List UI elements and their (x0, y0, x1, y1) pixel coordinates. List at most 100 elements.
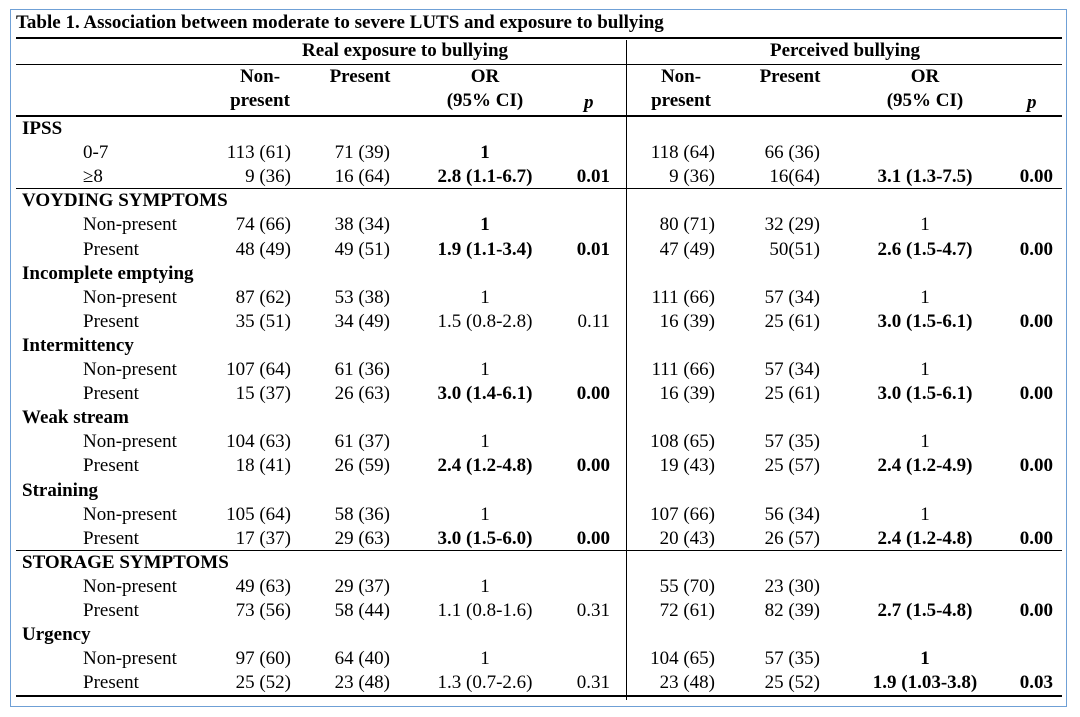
row-label: Non-present (83, 648, 177, 670)
col-header-real-nonpresent-1: Non- (239, 66, 281, 87)
cell-perceived-present: 57 (35) (764, 648, 820, 670)
cell-real-p: 0.31 (576, 672, 610, 694)
section-label: STORAGE SYMPTOMS (22, 551, 229, 573)
cell-perceived-nonpresent: 72 (61) (659, 600, 715, 621)
cell-perceived-or: 3.0 (1.5-6.1) (877, 310, 973, 332)
cell-real-p: 0.00 (576, 527, 610, 549)
cell-perceived-present: 23 (30) (764, 575, 820, 597)
cell-real-present: 38 (34) (334, 214, 390, 236)
cell-perceived-nonpresent: 19 (43) (659, 455, 715, 477)
cell-real-or: 1 (480, 359, 490, 380)
row-label: Non-present (83, 575, 177, 597)
cell-real-or: 1 (480, 142, 490, 164)
cell-perceived-nonpresent: 111 (66) (651, 359, 716, 380)
cell-perceived-or: 1 (920, 286, 930, 308)
cell-real-nonpresent: 48 (49) (235, 238, 291, 260)
cell-perceived-or: 1 (920, 359, 930, 380)
cell-perceived-or: 1 (920, 503, 930, 525)
cell-real-present: 61 (37) (334, 431, 390, 453)
row-label: Non-present (83, 286, 177, 308)
cell-real-p: 0.11 (577, 310, 610, 332)
row-label: Present (83, 600, 139, 621)
cell-real-present: 29 (63) (334, 527, 390, 549)
cell-perceived-present: 57 (34) (764, 286, 820, 308)
cell-real-or: 1 (480, 503, 490, 525)
cell-real-present: 16 (64) (334, 166, 390, 188)
cell-real-or: 1 (480, 286, 490, 308)
cell-real-present: 23 (48) (334, 672, 390, 694)
cell-perceived-nonpresent: 80 (71) (659, 214, 715, 236)
cell-real-present: 53 (38) (334, 286, 390, 308)
cell-real-p: 0.00 (576, 383, 610, 405)
cell-perceived-p: 0.00 (1019, 600, 1053, 621)
cell-perceived-p: 0.03 (1019, 672, 1053, 694)
cell-real-p: 0.01 (576, 166, 610, 188)
cell-perceived-nonpresent: 47 (49) (659, 238, 715, 260)
section-label: Straining (22, 479, 99, 501)
row-label: Present (83, 527, 139, 549)
group-real-header: Real exposure to bullying (301, 40, 509, 61)
cell-real-p: 0.00 (576, 455, 610, 477)
section-label: Incomplete emptying (22, 262, 194, 284)
section-rule (16, 549, 1062, 551)
rule-header-bottom (16, 115, 1062, 117)
cell-real-or: 1 (480, 431, 490, 453)
cell-real-or: 1.5 (0.8-2.8) (437, 310, 533, 332)
col-header-real-or-1: OR (470, 66, 500, 87)
row-label: Non-present (83, 503, 177, 525)
cell-real-present: 26 (63) (334, 383, 390, 405)
cell-real-nonpresent: 97 (60) (235, 648, 291, 670)
row-label: Present (83, 672, 139, 694)
cell-real-nonpresent: 105 (64) (226, 503, 291, 525)
row-label: Non-present (83, 431, 177, 453)
cell-real-nonpresent: 87 (62) (235, 286, 291, 308)
cell-real-present: 49 (51) (334, 238, 390, 260)
col-header-real-present: Present (329, 66, 391, 87)
cell-perceived-present: 32 (29) (764, 214, 820, 236)
cell-perceived-or: 1 (920, 431, 930, 453)
cell-perceived-nonpresent: 16 (39) (659, 383, 715, 405)
cell-perceived-p: 0.00 (1019, 238, 1053, 260)
cell-real-or: 1 (480, 648, 490, 670)
cell-perceived-present: 25 (52) (764, 672, 820, 694)
cell-real-or: 3.0 (1.4-6.1) (437, 383, 533, 405)
cell-perceived-or: 2.6 (1.5-4.7) (877, 238, 973, 260)
cell-real-nonpresent: 18 (41) (235, 455, 291, 477)
cell-perceived-p: 0.00 (1019, 383, 1053, 405)
col-header-perc-p: p (1027, 92, 1037, 113)
cell-real-or: 2.4 (1.2-4.8) (437, 455, 533, 477)
cell-perceived-nonpresent: 16 (39) (659, 310, 715, 332)
row-label: Present (83, 238, 139, 260)
group-divider (626, 40, 627, 700)
cell-perceived-or: 2.7 (1.5-4.8) (877, 600, 973, 621)
cell-perceived-present: 25 (61) (764, 310, 820, 332)
cell-real-or: 1 (480, 575, 490, 597)
cell-real-or: 3.0 (1.5-6.0) (437, 527, 533, 549)
cell-real-nonpresent: 15 (37) (235, 383, 291, 405)
cell-real-nonpresent: 35 (51) (235, 310, 291, 332)
cell-real-nonpresent: 74 (66) (235, 214, 291, 236)
row-label: Non-present (83, 214, 177, 236)
cell-real-or: 1.9 (1.1-3.4) (437, 238, 533, 260)
section-label: Urgency (22, 624, 91, 646)
cell-real-or: 1 (480, 214, 490, 236)
cell-real-or: 1.3 (0.7-2.6) (437, 672, 533, 694)
table-frame (10, 9, 1067, 707)
cell-perceived-present: 16(64) (769, 166, 820, 188)
cell-real-nonpresent: 25 (52) (235, 672, 291, 694)
row-label: Present (83, 383, 139, 405)
cell-perceived-present: 25 (57) (764, 455, 820, 477)
cell-perceived-or: 1 (920, 214, 930, 236)
cell-perceived-nonpresent: 111 (66) (651, 286, 716, 308)
section-label: IPSS (22, 118, 63, 139)
col-header-perc-nonpresent-2: present (651, 90, 711, 111)
cell-perceived-or: 3.0 (1.5-6.1) (877, 383, 973, 405)
section-rule (16, 188, 1062, 190)
cell-perceived-or: 3.1 (1.3-7.5) (877, 166, 973, 188)
rule-bottom (16, 695, 1062, 698)
cell-perceived-or: 2.4 (1.2-4.8) (877, 527, 973, 549)
cell-real-present: 61 (36) (334, 359, 390, 380)
cell-real-present: 29 (37) (334, 575, 390, 597)
col-header-perc-present: Present (759, 66, 821, 87)
col-header-real-nonpresent-2: present (230, 90, 290, 111)
